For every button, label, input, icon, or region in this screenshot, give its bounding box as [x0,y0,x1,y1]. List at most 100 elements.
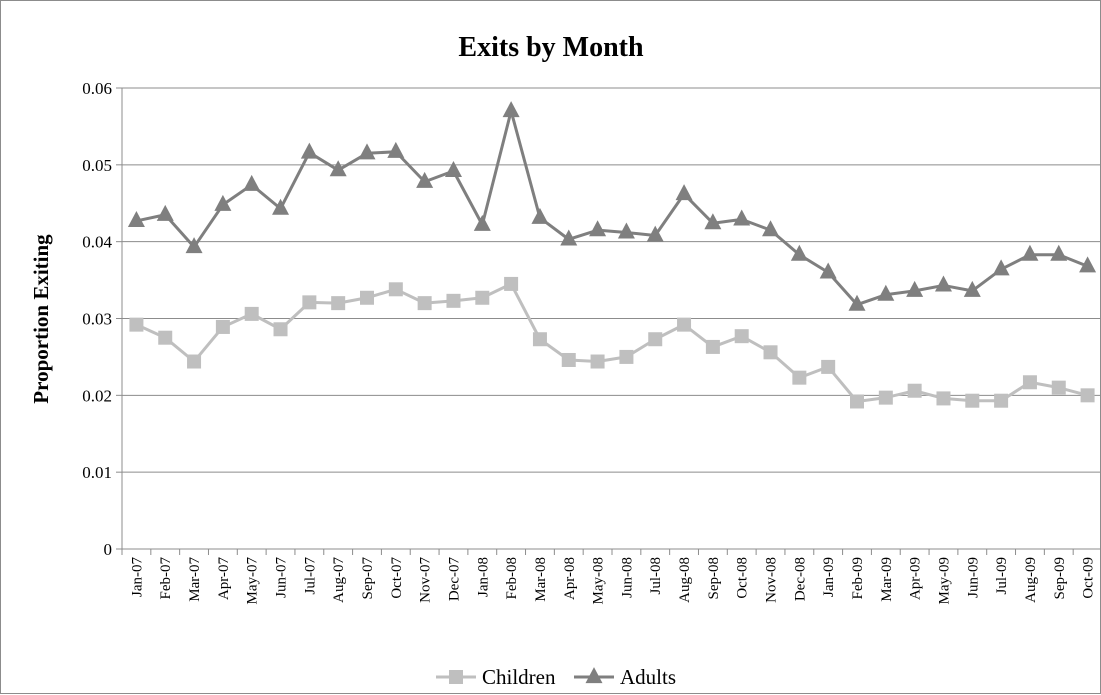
series-group [127,101,1097,409]
x-tick-label: Jul-08 [648,557,664,595]
data-point-children [1022,375,1037,390]
data-point-adults [444,161,462,178]
data-point-children [1080,388,1095,403]
data-point-children [850,394,864,409]
x-tick-label: Dec-08 [792,557,808,601]
y-tick-label: 0.05 [82,156,112,175]
data-point-adults [387,141,405,158]
data-point-adults [214,194,232,211]
x-tick-label: Nov-07 [418,557,434,603]
legend-marker-adults [585,667,603,684]
data-point-children [158,330,173,345]
gridlines [122,87,1101,473]
x-tick-label: Feb-07 [158,557,174,600]
x-tick-label: Jan-07 [129,557,145,597]
x-tick-label: Nov-08 [764,557,780,603]
legend-item-adults: Adults [574,665,676,689]
data-point-adults [819,262,837,279]
data-point-adults [1021,244,1039,261]
data-point-children [677,317,692,332]
axes [116,87,1101,555]
data-point-adults [992,259,1010,276]
data-point-adults [502,101,520,118]
data-point-children [417,296,432,311]
x-tick-label: Sep-07 [360,557,376,600]
data-point-children [561,352,576,367]
data-point-children [475,290,490,305]
data-point-children [994,393,1009,408]
data-point-children [792,370,807,385]
data-point-adults [185,237,203,254]
data-point-children [244,306,259,321]
data-point-adults [617,222,635,239]
x-tick-label: May-08 [591,557,607,605]
data-point-adults [675,184,693,201]
x-tick-label: Aug-09 [1023,557,1039,603]
series-line-children [135,282,1088,403]
series-adults [127,101,1097,311]
data-point-adults [127,211,145,228]
chart-title: Exits by Month [458,32,644,63]
data-point-adults [272,198,290,215]
data-point-children [705,339,720,354]
data-point-adults [329,160,347,177]
data-point-children [504,276,519,291]
x-tick-label: Aug-08 [677,557,693,603]
x-tick-label: Mar-07 [187,557,203,602]
x-tick-labels: Jan-07 Feb-07 Mar-07 Apr-07 May-07 Jun-07 Jul-… [129,557,1096,605]
x-tick-label: Apr-09 [908,557,924,600]
legend-label-children: Children [482,665,556,689]
data-point-children [532,332,547,347]
x-tick-label: Oct-08 [735,557,751,599]
x-tick-label: Jul-07 [302,557,318,595]
data-point-adults [704,213,722,230]
y-tick-labels: 0 0.01 0.02 0.03 0.04 0.05 0.06 [82,79,112,559]
data-point-adults [790,244,808,261]
data-point-adults [963,280,981,297]
data-point-children [215,319,230,334]
data-point-adults [300,142,318,159]
data-point-children [965,393,980,408]
y-tick-label: 0.03 [82,310,112,329]
data-point-children [129,317,144,332]
x-tick-label: Sep-09 [1052,557,1068,600]
x-tick-label: Feb-09 [850,557,866,600]
y-tick-label: 0.04 [82,233,112,252]
data-point-children [648,332,663,347]
x-tick-label: May-07 [245,557,261,605]
data-point-children [936,391,951,406]
x-tick-label: May-09 [936,557,952,605]
data-point-adults [934,275,952,292]
data-point-children [302,295,317,310]
x-tick-label: Apr-07 [216,557,232,601]
x-tick-label: Jan-09 [821,557,837,597]
series-children [129,276,1095,409]
x-tick-label: Jun-08 [619,557,635,598]
legend: Children Adults [436,665,676,689]
data-point-adults [1050,244,1068,261]
data-point-adults [560,229,578,246]
legend-marker-children [449,670,463,684]
x-tick-label: Oct-07 [389,557,405,599]
series-line-adults [136,109,1089,307]
data-point-children [273,322,288,337]
data-point-children [878,390,893,405]
x-tick-label: Oct-09 [1081,557,1097,599]
data-point-adults [589,220,607,237]
x-tick-label: Dec-07 [446,557,462,602]
data-point-adults [416,171,434,188]
data-point-adults [733,209,751,226]
data-point-children [446,293,461,308]
data-point-children [821,359,836,374]
data-point-adults [156,204,174,221]
data-point-adults [906,280,924,297]
y-tick-label: 0.02 [82,386,112,405]
data-point-adults [531,207,549,224]
data-point-adults [243,174,261,191]
data-point-children [619,349,634,364]
x-tick-label: Feb-08 [504,557,520,600]
data-point-adults [877,284,895,301]
data-point-children [734,329,749,344]
